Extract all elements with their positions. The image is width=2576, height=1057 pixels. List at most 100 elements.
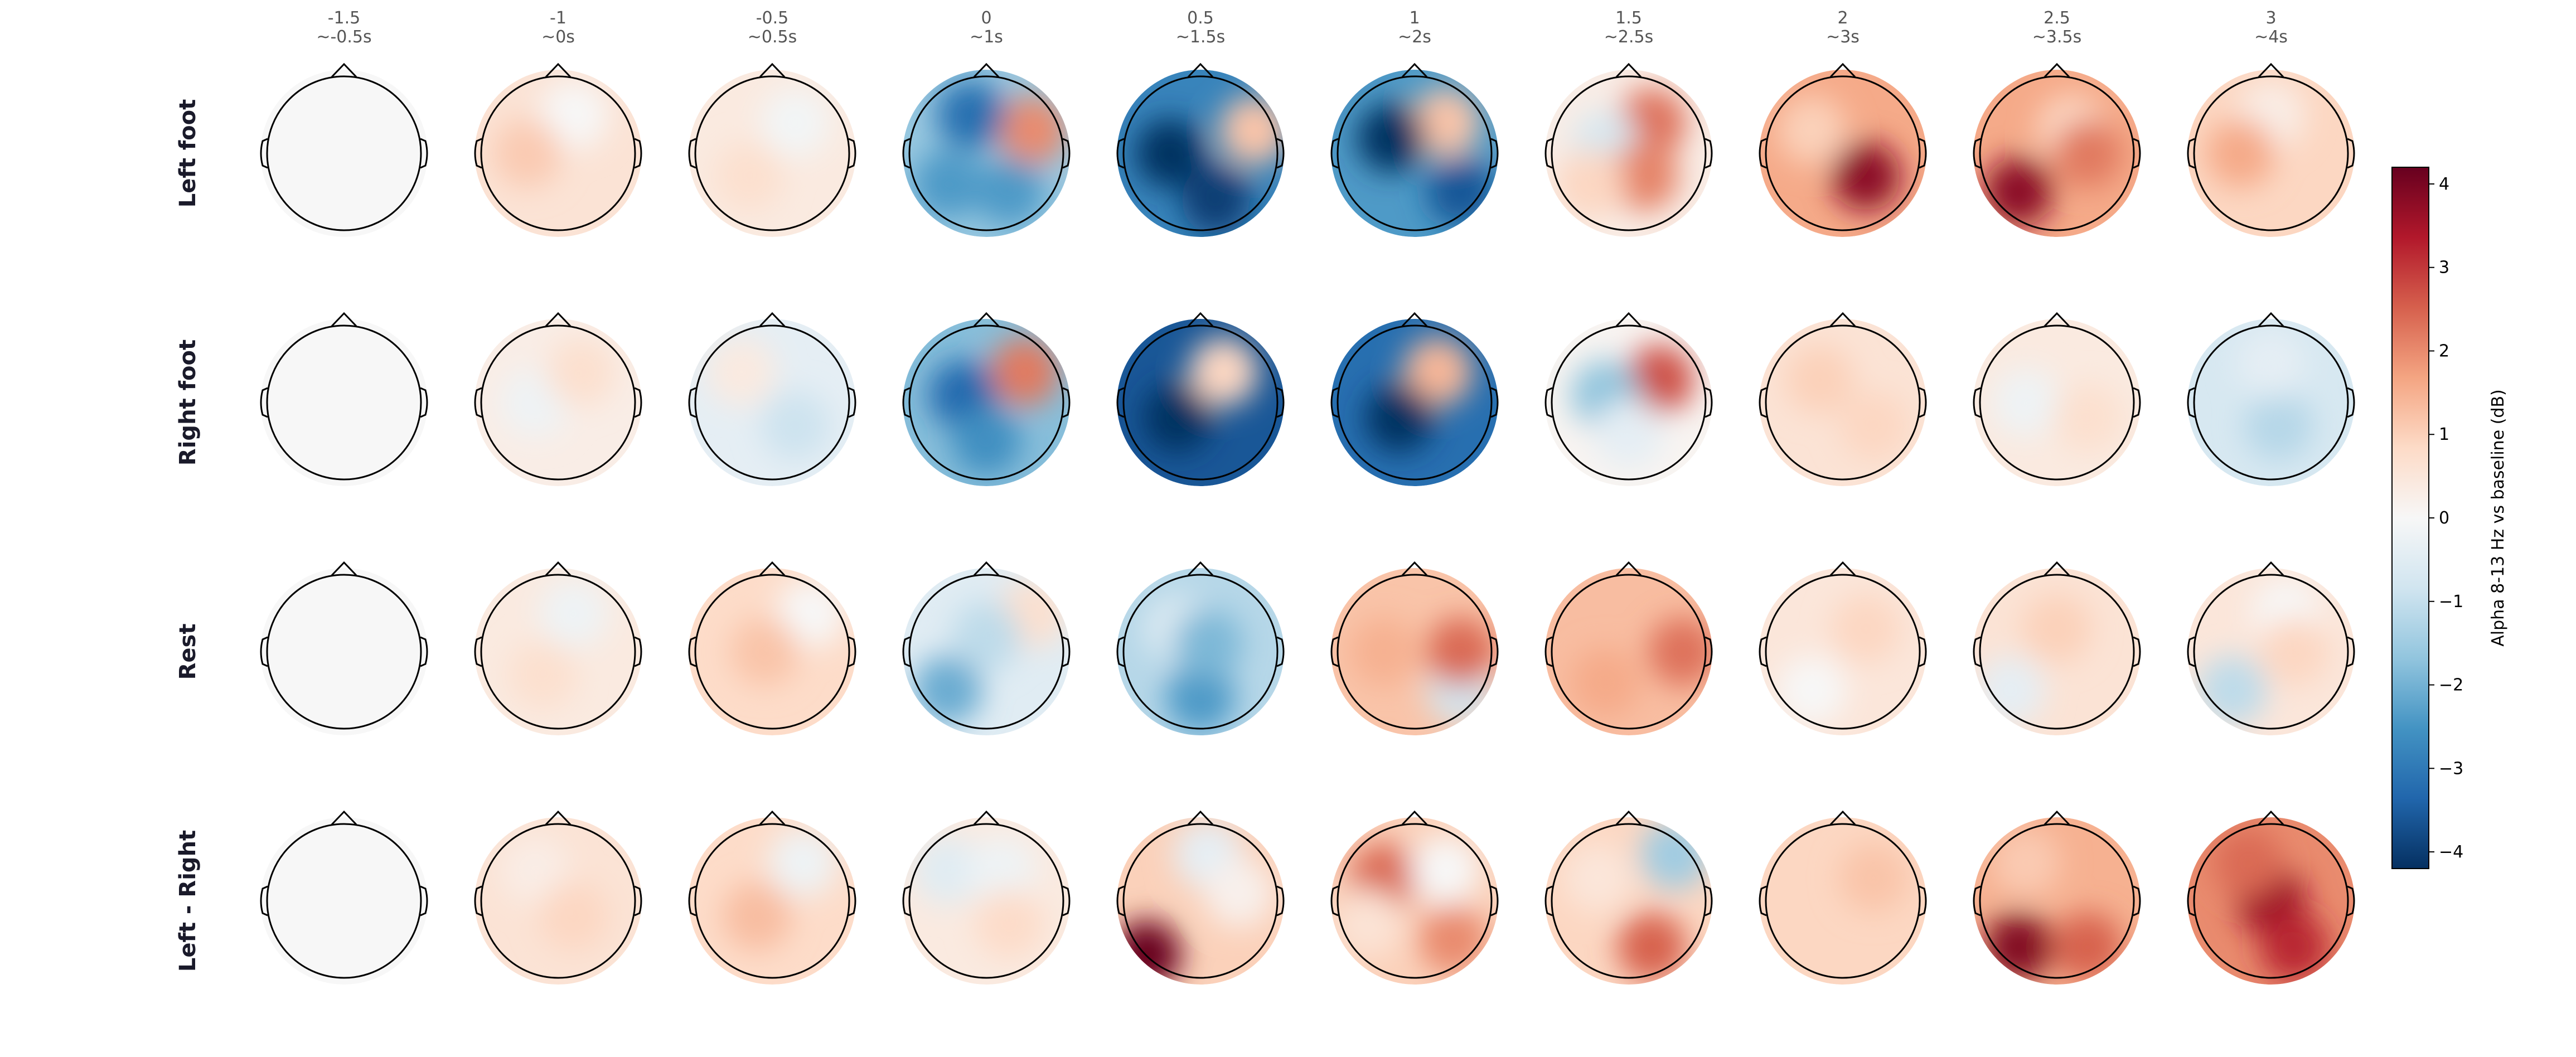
column-time-label: 1.5 bbox=[1615, 8, 1642, 28]
topomap-panel bbox=[1544, 62, 1713, 237]
topomap-blob bbox=[1189, 337, 1258, 406]
topomap-blob bbox=[1142, 383, 1212, 453]
topomap-blob bbox=[546, 337, 616, 406]
colorbar-gradient bbox=[2391, 167, 2429, 869]
topomap-field bbox=[260, 817, 428, 985]
topomap-field bbox=[689, 70, 856, 237]
topomap-blob bbox=[500, 835, 570, 905]
nose-icon bbox=[1615, 561, 1642, 576]
topomap-field bbox=[1973, 568, 2141, 735]
topomap-blob bbox=[1625, 345, 1694, 414]
topomap-panel bbox=[260, 62, 428, 237]
right-ear-icon bbox=[2347, 636, 2355, 667]
column-time-label: -1 bbox=[550, 8, 566, 28]
column-window-label: ~2.5s bbox=[1604, 27, 1653, 47]
nose-icon bbox=[759, 561, 786, 576]
topomap-blob bbox=[1334, 889, 1403, 959]
left-ear-icon bbox=[1973, 885, 1981, 917]
topomap-panel bbox=[2187, 62, 2355, 237]
left-ear-icon bbox=[902, 636, 911, 667]
topomap-blob bbox=[1349, 617, 1418, 686]
topomap-field bbox=[1759, 319, 1926, 486]
right-ear-icon bbox=[1276, 387, 1285, 418]
left-ear-icon bbox=[1330, 636, 1339, 667]
head-outline bbox=[1973, 312, 2141, 481]
topomap-panel bbox=[1544, 561, 1713, 735]
right-ear-icon bbox=[1276, 138, 1285, 169]
right-ear-icon bbox=[420, 885, 428, 917]
column-time-label: 2.5 bbox=[2044, 8, 2070, 28]
topomap-blob bbox=[1219, 95, 1284, 165]
column-time-label: 1 bbox=[1409, 8, 1420, 28]
topomap-blob bbox=[1640, 820, 1710, 890]
nose-icon bbox=[1615, 62, 1642, 78]
head-outline bbox=[260, 810, 428, 979]
topomap-panel bbox=[902, 561, 1071, 735]
topomap-base bbox=[260, 319, 428, 486]
topomap-panel bbox=[474, 810, 642, 985]
head-outline bbox=[1759, 810, 1927, 979]
row-label: Right foot bbox=[175, 340, 201, 466]
colorbar-tick-label: 1 bbox=[2439, 425, 2449, 444]
topomap-field bbox=[260, 568, 428, 735]
left-ear-icon bbox=[260, 138, 268, 169]
topomap-blob bbox=[706, 337, 776, 406]
left-ear-icon bbox=[1759, 885, 1767, 917]
left-ear-icon bbox=[1116, 885, 1125, 917]
topomap-blob bbox=[492, 119, 562, 188]
head-outline bbox=[688, 810, 856, 979]
head-outline bbox=[1116, 62, 1285, 231]
nose-icon bbox=[1401, 312, 1428, 327]
right-ear-icon bbox=[1490, 636, 1499, 667]
topomap-field bbox=[474, 319, 642, 486]
topomap-blob bbox=[1609, 142, 1679, 211]
topomap-blob bbox=[1777, 656, 1847, 725]
topomap-panels bbox=[260, 62, 2355, 985]
head-outline bbox=[1544, 810, 1713, 979]
column-time-label: -1.5 bbox=[328, 8, 361, 28]
topomap-field bbox=[474, 568, 642, 735]
topomap-blob bbox=[539, 579, 608, 648]
topomap-blob bbox=[1991, 828, 2061, 897]
topomap-panel bbox=[1973, 810, 2141, 985]
topomap-blob bbox=[1357, 103, 1426, 173]
left-ear-icon bbox=[902, 885, 911, 917]
right-ear-icon bbox=[2347, 387, 2355, 418]
head-outline bbox=[1759, 312, 1927, 481]
head-outline bbox=[1544, 62, 1713, 231]
topomap-panel bbox=[1973, 62, 2141, 237]
left-ear-icon bbox=[1544, 387, 1553, 418]
topomap-panel bbox=[2187, 312, 2355, 486]
topomap-blob bbox=[508, 640, 578, 710]
nose-icon bbox=[331, 810, 357, 826]
topomap-blob bbox=[1991, 368, 2061, 437]
topomap-panel bbox=[2187, 810, 2355, 985]
topomap-blob bbox=[776, 579, 845, 648]
nose-icon bbox=[2044, 561, 2070, 576]
nose-icon bbox=[1187, 810, 1214, 826]
topomap-blob bbox=[913, 656, 982, 725]
left-ear-icon bbox=[688, 387, 696, 418]
topomap-blob bbox=[1418, 905, 1488, 974]
topomap-field bbox=[260, 70, 428, 237]
left-ear-icon bbox=[1116, 138, 1125, 169]
topomap-blob bbox=[2022, 594, 2091, 663]
topomap-field bbox=[2187, 70, 2355, 237]
colorbar-tick-label: 0 bbox=[2439, 508, 2449, 528]
topomap-blob bbox=[1556, 149, 1625, 219]
topomap-blob bbox=[1617, 912, 1687, 982]
right-ear-icon bbox=[1705, 885, 1713, 917]
topomap-panel bbox=[688, 810, 856, 985]
topomap-field bbox=[903, 70, 1070, 237]
topomap-panel bbox=[1759, 810, 1927, 985]
column-window-label: ~2s bbox=[1398, 27, 1431, 47]
topomap-blob bbox=[1839, 843, 1909, 913]
topomap-blob bbox=[1984, 912, 2053, 982]
left-ear-icon bbox=[474, 387, 482, 418]
topomap-field bbox=[1545, 817, 1712, 985]
column-window-label: ~3.5s bbox=[2032, 27, 2081, 47]
right-ear-icon bbox=[2133, 387, 2141, 418]
left-ear-icon bbox=[1759, 138, 1767, 169]
topomap-field bbox=[1117, 70, 1284, 237]
